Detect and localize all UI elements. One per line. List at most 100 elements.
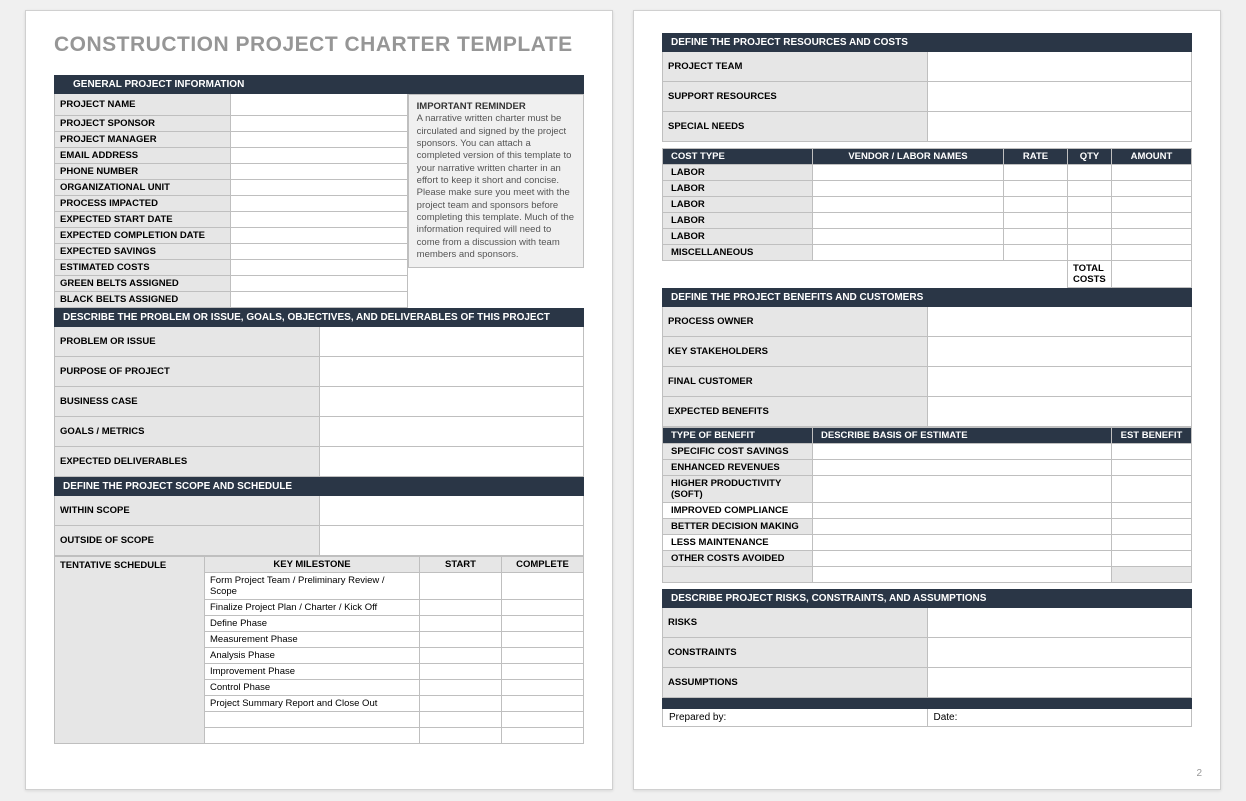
- ms-end-2[interactable]: [502, 616, 584, 632]
- milestone-0[interactable]: Form Project Team / Preliminary Review /…: [205, 573, 420, 600]
- milestone-4[interactable]: Analysis Phase: [205, 648, 420, 664]
- value-green[interactable]: [231, 276, 407, 292]
- ms-start-7[interactable]: [420, 696, 502, 712]
- benefit-est-blank[interactable]: [1112, 567, 1192, 583]
- value-costs[interactable]: [231, 260, 407, 276]
- benefit-basis-0[interactable]: [813, 444, 1112, 460]
- benefit-est-6[interactable]: [1112, 551, 1192, 567]
- ms-start-9[interactable]: [420, 728, 502, 744]
- ms-end-4[interactable]: [502, 648, 584, 664]
- milestone-1[interactable]: Finalize Project Plan / Charter / Kick O…: [205, 600, 420, 616]
- ms-start-3[interactable]: [420, 632, 502, 648]
- value-manager[interactable]: [231, 132, 407, 148]
- cost-vendor-2[interactable]: [813, 197, 1004, 213]
- value-problem[interactable]: [319, 327, 584, 357]
- value-savings[interactable]: [231, 244, 407, 260]
- cost-qty-5[interactable]: [1068, 245, 1112, 261]
- ms-end-8[interactable]: [502, 712, 584, 728]
- cost-rate-2[interactable]: [1004, 197, 1068, 213]
- value-customer[interactable]: [927, 367, 1192, 397]
- benefit-basis-2[interactable]: [813, 476, 1112, 503]
- ms-end-5[interactable]: [502, 664, 584, 680]
- value-needs[interactable]: [927, 112, 1192, 142]
- cost-amt-0[interactable]: [1112, 165, 1192, 181]
- ms-end-6[interactable]: [502, 680, 584, 696]
- cost-amt-1[interactable]: [1112, 181, 1192, 197]
- cost-qty-4[interactable]: [1068, 229, 1112, 245]
- milestone-2[interactable]: Define Phase: [205, 616, 420, 632]
- ms-start-8[interactable]: [420, 712, 502, 728]
- ms-end-7[interactable]: [502, 696, 584, 712]
- ms-start-4[interactable]: [420, 648, 502, 664]
- value-expected-benefits[interactable]: [927, 397, 1192, 427]
- value-risks[interactable]: [927, 608, 1192, 638]
- date-label[interactable]: Date:: [927, 709, 1192, 727]
- benefit-est-5[interactable]: [1112, 535, 1192, 551]
- milestone-6[interactable]: Control Phase: [205, 680, 420, 696]
- benefit-est-0[interactable]: [1112, 444, 1192, 460]
- benefit-est-3[interactable]: [1112, 503, 1192, 519]
- value-support[interactable]: [927, 82, 1192, 112]
- ms-start-6[interactable]: [420, 680, 502, 696]
- prepared-by-label[interactable]: Prepared by:: [663, 709, 928, 727]
- ms-start-0[interactable]: [420, 573, 502, 600]
- cost-vendor-5[interactable]: [813, 245, 1004, 261]
- benefit-est-1[interactable]: [1112, 460, 1192, 476]
- cost-vendor-3[interactable]: [813, 213, 1004, 229]
- ms-end-3[interactable]: [502, 632, 584, 648]
- milestone-7[interactable]: Project Summary Report and Close Out: [205, 696, 420, 712]
- ms-start-5[interactable]: [420, 664, 502, 680]
- cost-qty-1[interactable]: [1068, 181, 1112, 197]
- cost-qty-3[interactable]: [1068, 213, 1112, 229]
- cost-vendor-0[interactable]: [813, 165, 1004, 181]
- total-costs-value[interactable]: [1112, 261, 1192, 288]
- value-completion[interactable]: [231, 228, 407, 244]
- benefit-basis-1[interactable]: [813, 460, 1112, 476]
- value-constraints[interactable]: [927, 638, 1192, 668]
- value-within[interactable]: [319, 496, 584, 526]
- milestone-3[interactable]: Measurement Phase: [205, 632, 420, 648]
- value-process[interactable]: [231, 196, 407, 212]
- benefit-basis-blank[interactable]: [813, 567, 1112, 583]
- cost-rate-1[interactable]: [1004, 181, 1068, 197]
- value-start-date[interactable]: [231, 212, 407, 228]
- value-black[interactable]: [231, 292, 407, 308]
- cost-amt-2[interactable]: [1112, 197, 1192, 213]
- cost-rate-4[interactable]: [1004, 229, 1068, 245]
- value-org-unit[interactable]: [231, 180, 407, 196]
- cost-vendor-1[interactable]: [813, 181, 1004, 197]
- benefit-basis-3[interactable]: [813, 503, 1112, 519]
- value-sponsor[interactable]: [231, 116, 407, 132]
- ms-end-0[interactable]: [502, 573, 584, 600]
- cost-amt-4[interactable]: [1112, 229, 1192, 245]
- cost-amt-5[interactable]: [1112, 245, 1192, 261]
- benefit-basis-4[interactable]: [813, 519, 1112, 535]
- value-project-name[interactable]: [231, 94, 407, 116]
- ms-end-1[interactable]: [502, 600, 584, 616]
- value-purpose[interactable]: [319, 357, 584, 387]
- value-deliverables[interactable]: [319, 447, 584, 477]
- milestone-8[interactable]: [205, 712, 420, 728]
- ms-start-1[interactable]: [420, 600, 502, 616]
- cost-qty-2[interactable]: [1068, 197, 1112, 213]
- value-assumptions[interactable]: [927, 668, 1192, 698]
- value-stakeholders[interactable]: [927, 337, 1192, 367]
- benefit-basis-5[interactable]: [813, 535, 1112, 551]
- cost-amt-3[interactable]: [1112, 213, 1192, 229]
- ms-start-2[interactable]: [420, 616, 502, 632]
- value-email[interactable]: [231, 148, 407, 164]
- value-team[interactable]: [927, 52, 1192, 82]
- value-business[interactable]: [319, 387, 584, 417]
- cost-rate-5[interactable]: [1004, 245, 1068, 261]
- cost-vendor-4[interactable]: [813, 229, 1004, 245]
- value-owner[interactable]: [927, 307, 1192, 337]
- cost-rate-3[interactable]: [1004, 213, 1068, 229]
- benefit-basis-6[interactable]: [813, 551, 1112, 567]
- milestone-5[interactable]: Improvement Phase: [205, 664, 420, 680]
- value-goals[interactable]: [319, 417, 584, 447]
- value-outside[interactable]: [319, 526, 584, 556]
- milestone-9[interactable]: [205, 728, 420, 744]
- benefit-est-2[interactable]: [1112, 476, 1192, 503]
- benefit-est-4[interactable]: [1112, 519, 1192, 535]
- cost-qty-0[interactable]: [1068, 165, 1112, 181]
